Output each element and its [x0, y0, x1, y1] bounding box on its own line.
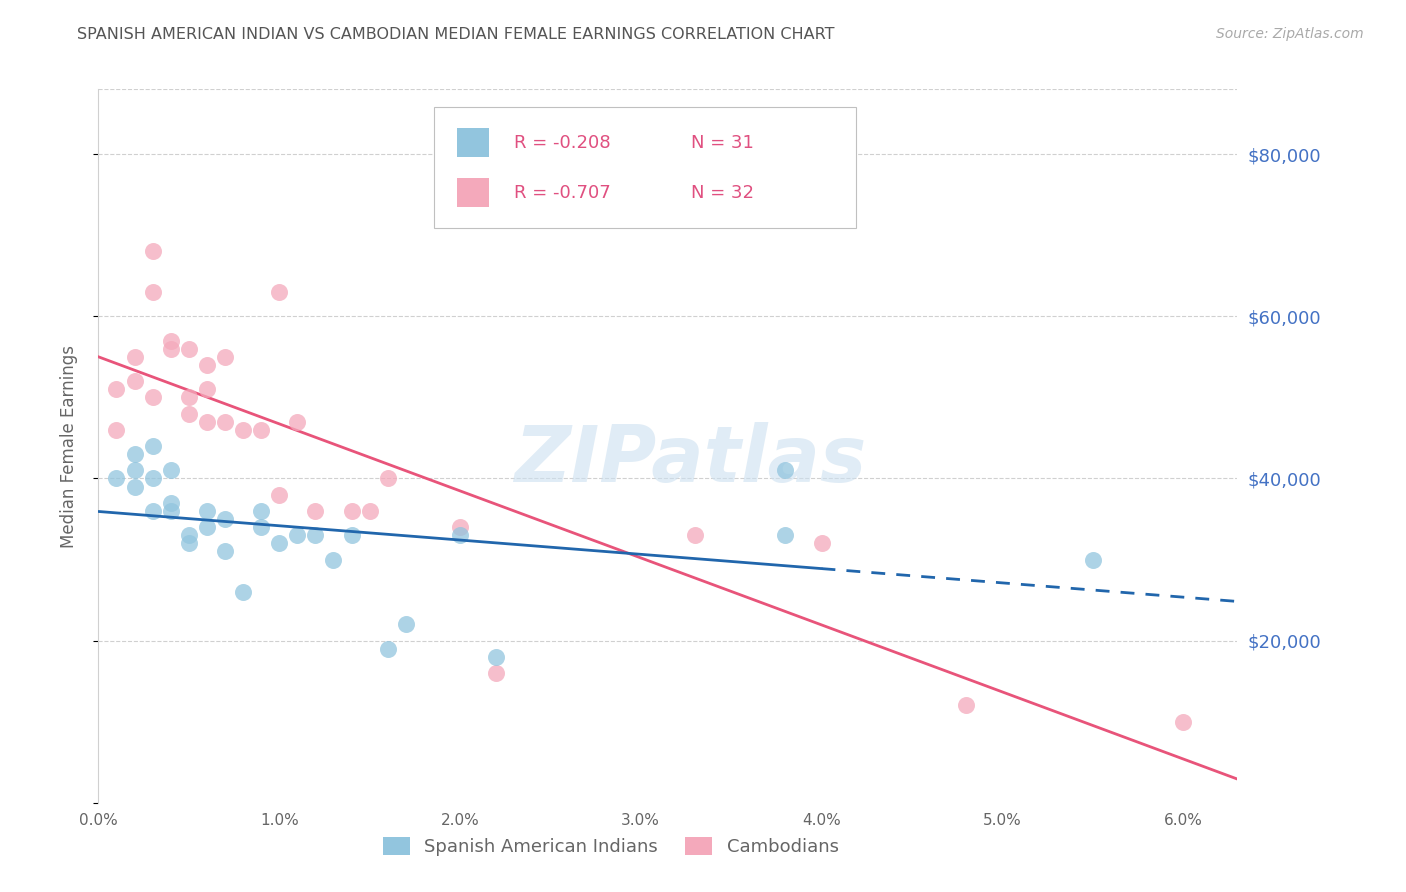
Point: [395, 617, 418, 632]
Point: [195, 504, 218, 518]
Point: [1081, 552, 1104, 566]
Text: R = -0.208: R = -0.208: [515, 134, 610, 152]
Point: [1171, 714, 1194, 729]
Point: [485, 666, 508, 681]
Point: [105, 382, 128, 396]
Point: [159, 504, 181, 518]
Point: [232, 585, 254, 599]
Point: [250, 504, 273, 518]
Y-axis label: Median Female Earnings: Median Female Earnings: [59, 344, 77, 548]
Text: N = 32: N = 32: [690, 184, 754, 202]
Point: [377, 641, 399, 656]
Bar: [457, 128, 489, 157]
Point: [159, 342, 181, 356]
Point: [124, 374, 146, 388]
Point: [142, 285, 165, 299]
Point: [340, 504, 363, 518]
FancyBboxPatch shape: [434, 107, 856, 228]
Point: [304, 528, 326, 542]
Point: [124, 463, 146, 477]
Point: [683, 528, 706, 542]
Point: [214, 544, 236, 558]
Point: [142, 471, 165, 485]
Point: [159, 496, 181, 510]
Point: [285, 528, 308, 542]
Point: [142, 390, 165, 404]
Point: [232, 423, 254, 437]
Point: [214, 512, 236, 526]
Point: [124, 447, 146, 461]
Point: [195, 415, 218, 429]
Point: [105, 471, 128, 485]
Point: [195, 520, 218, 534]
Point: [177, 390, 200, 404]
Point: [250, 423, 273, 437]
Point: [269, 285, 291, 299]
Point: [214, 415, 236, 429]
Point: [159, 463, 181, 477]
Point: [322, 552, 344, 566]
Point: [105, 423, 128, 437]
Text: SPANISH AMERICAN INDIAN VS CAMBODIAN MEDIAN FEMALE EARNINGS CORRELATION CHART: SPANISH AMERICAN INDIAN VS CAMBODIAN MED…: [77, 27, 835, 42]
Point: [177, 342, 200, 356]
Point: [285, 415, 308, 429]
Point: [177, 536, 200, 550]
Point: [377, 471, 399, 485]
Point: [214, 350, 236, 364]
Text: R = -0.707: R = -0.707: [515, 184, 610, 202]
Point: [775, 463, 797, 477]
Point: [177, 407, 200, 421]
Point: [359, 504, 381, 518]
Point: [142, 244, 165, 259]
Point: [124, 350, 146, 364]
Point: [775, 528, 797, 542]
Point: [810, 536, 832, 550]
Point: [955, 698, 977, 713]
Point: [250, 520, 273, 534]
Point: [269, 536, 291, 550]
Legend: Spanish American Indians, Cambodians: Spanish American Indians, Cambodians: [374, 828, 848, 865]
Point: [142, 439, 165, 453]
Point: [449, 528, 471, 542]
Point: [485, 649, 508, 664]
Point: [269, 488, 291, 502]
Point: [142, 504, 165, 518]
Point: [195, 358, 218, 372]
Point: [124, 479, 146, 493]
Point: [177, 528, 200, 542]
Point: [304, 504, 326, 518]
Bar: [457, 178, 489, 207]
Text: Source: ZipAtlas.com: Source: ZipAtlas.com: [1216, 27, 1364, 41]
Text: N = 31: N = 31: [690, 134, 754, 152]
Point: [449, 520, 471, 534]
Point: [340, 528, 363, 542]
Point: [159, 334, 181, 348]
Text: ZIPatlas: ZIPatlas: [515, 422, 866, 499]
Point: [195, 382, 218, 396]
